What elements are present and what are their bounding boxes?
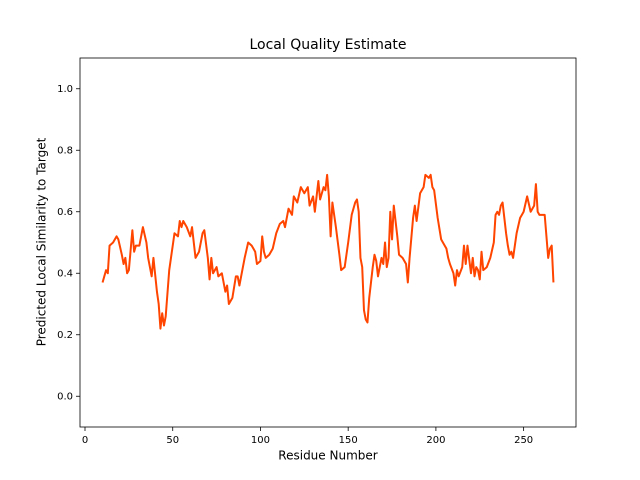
y-tick-label: 0.8	[57, 145, 73, 156]
y-tick-label: 0.2	[57, 330, 73, 341]
y-tick-label: 0.6	[57, 207, 73, 218]
plot-frame	[79, 57, 577, 428]
y-tick-label: 0.4	[57, 268, 73, 279]
x-tick-label: 0	[82, 435, 88, 446]
x-tick-label: 50	[166, 435, 179, 446]
x-tick-label: 100	[251, 435, 270, 446]
x-tick-label: 250	[514, 435, 533, 446]
data-line	[101, 173, 555, 330]
x-tick-label: 200	[426, 435, 445, 446]
y-tick-label: 1.0	[57, 84, 73, 95]
x-tick-label: 150	[339, 435, 358, 446]
y-tick-label: 0.0	[57, 391, 73, 402]
x-axis-label: Residue Number	[278, 449, 377, 463]
y-axis-label: Predicted Local Similarity to Target	[35, 137, 49, 346]
chart-title: Local Quality Estimate	[249, 37, 406, 53]
